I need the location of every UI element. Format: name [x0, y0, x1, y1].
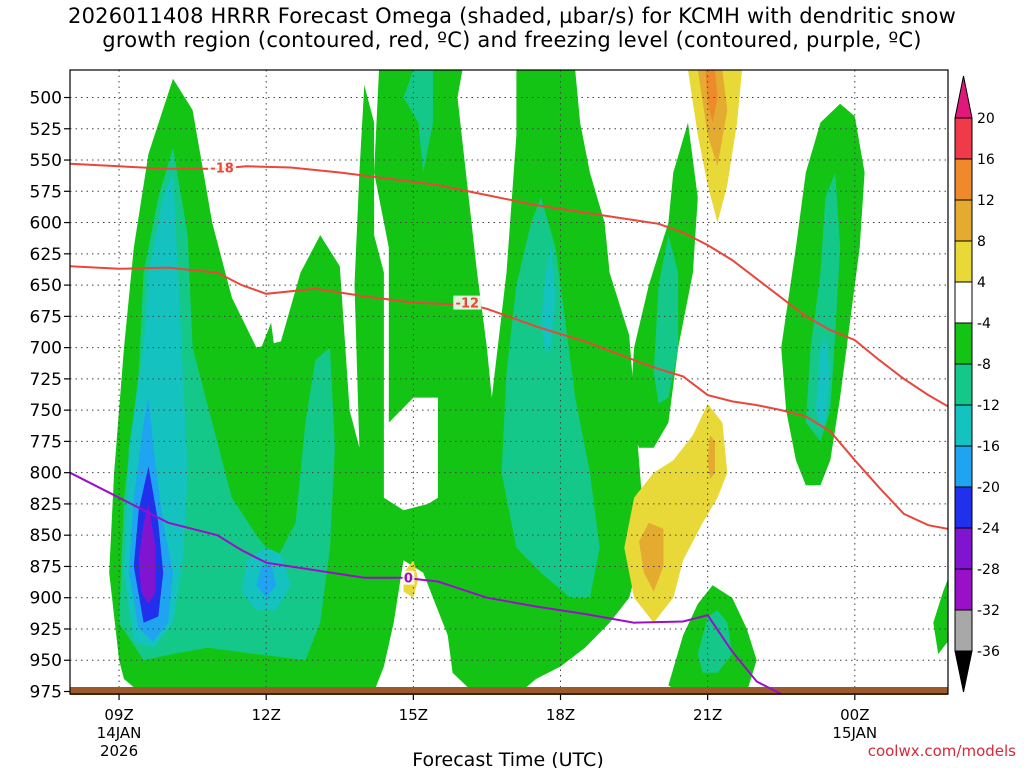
x-tick-label: 09Z: [104, 706, 133, 724]
colorbar-label: 12: [977, 193, 995, 209]
x-tick-date: 15JAN: [832, 724, 877, 742]
colorbar-label: 16: [977, 152, 995, 168]
freezing-level-contour-label-bg: [402, 570, 415, 585]
omega-region: [256, 562, 276, 598]
dendritic-contour-label-bg: [208, 160, 237, 175]
freezing-level-contour-label: 0: [404, 572, 413, 587]
y-tick-label: 850: [30, 526, 62, 546]
colorbar-legend: 20 16 12 8 4 -4 -8 -12 -16 -20 -24 -28 -32 -36: [954, 75, 1000, 693]
x-tick-date: 14JAN: [97, 724, 142, 742]
colorbar-swatch: [954, 363, 973, 406]
pressure-axis: 500 525 550 575 600 625 650 675 700 725 750 775 800 8…: [30, 89, 70, 702]
x-axis-label: Forecast Time (UTC): [412, 749, 603, 768]
dendritic-contour-label: -18: [210, 162, 234, 177]
temperature-contours: -18 -12 0: [70, 160, 948, 694]
omega-region: [403, 70, 433, 173]
colorbar-label: -32: [977, 603, 1000, 619]
colorbar-label: -36: [977, 644, 1000, 660]
omega-region: [501, 197, 600, 598]
chart-title: 2026011408 HRRR Forecast Omega (shaded, …: [0, 4, 1024, 52]
colorbar-label: -16: [977, 439, 1000, 455]
omega-region: [138, 503, 156, 604]
y-tick-label: 500: [30, 89, 62, 109]
x-tick-year: 2026: [100, 742, 138, 760]
colorbar-label: -24: [977, 521, 1000, 537]
y-tick-label: 875: [30, 557, 62, 577]
dendritic-contour: [70, 162, 948, 408]
omega-region: [805, 172, 841, 442]
y-tick-label: 550: [30, 151, 62, 171]
y-tick-label: 975: [30, 682, 62, 702]
x-tick-label: 00Z: [840, 706, 869, 724]
colorbar-swatch: [954, 158, 973, 201]
y-tick-label: 750: [30, 401, 62, 421]
dendritic-contour-label-bg: [453, 295, 482, 310]
colorbar-label: -20: [977, 480, 1000, 496]
y-tick-label: 600: [30, 214, 62, 234]
y-tick-label: 625: [30, 245, 62, 265]
y-tick-label: 650: [30, 276, 62, 296]
colorbar-label: 20: [977, 111, 995, 127]
colorbar-bottom-arrow: [954, 650, 973, 693]
title-line-2: growth region (contoured, red, ºC) and f…: [102, 28, 922, 52]
omega-region: [707, 435, 715, 479]
omega-region: [705, 70, 718, 123]
colorbar-label: 8: [977, 234, 986, 250]
omega-region: [540, 247, 556, 354]
y-tick-label: 925: [30, 620, 62, 640]
y-tick-label: 950: [30, 651, 62, 671]
plot-frame: [69, 69, 949, 695]
colorbar-label: 4: [977, 275, 986, 291]
grid-lines: [70, 70, 948, 694]
y-tick-label: 775: [30, 432, 62, 452]
ground-band: [70, 687, 948, 695]
y-tick-label: 800: [30, 464, 62, 484]
omega-region: [815, 335, 831, 429]
colorbar-label: -4: [977, 316, 991, 332]
colorbar-swatch: [954, 240, 973, 283]
freezing-level-contour: [70, 471, 782, 694]
colorbar-swatch: [954, 609, 973, 652]
omega-region: [256, 322, 276, 498]
x-tick-label: 21Z: [693, 706, 722, 724]
colorbar-swatch: [954, 199, 973, 242]
colorbar-label: -12: [977, 398, 1000, 414]
title-line-1: 2026011408 HRRR Forecast Omega (shaded, …: [68, 4, 956, 28]
colorbar-swatch: [954, 281, 973, 324]
colorbar-swatch: [954, 322, 973, 365]
dendritic-contour: [70, 265, 948, 530]
omega-shading: [109, 70, 948, 692]
colorbar-top-arrow: [954, 75, 973, 119]
colorbar-swatch: [954, 404, 973, 447]
y-tick-label: 575: [30, 182, 62, 202]
site-credit: coolwx.com/models: [867, 742, 1016, 760]
colorbar-swatch: [954, 527, 973, 570]
x-tick-label: 18Z: [546, 706, 575, 724]
colorbar-label: -8: [977, 357, 991, 373]
colorbar-swatch: [954, 445, 973, 488]
dendritic-contour-label: -12: [456, 297, 480, 312]
y-tick-label: 900: [30, 589, 62, 609]
y-tick-label: 525: [30, 120, 62, 140]
omega-region: [697, 610, 733, 673]
omega-region: [653, 235, 679, 404]
colorbar-label: -28: [977, 562, 1000, 578]
omega-region: [639, 522, 664, 592]
colorbar-swatch: [954, 117, 973, 160]
y-tick-label: 700: [30, 339, 62, 359]
x-tick-label: 12Z: [252, 706, 281, 724]
y-tick-label: 725: [30, 370, 62, 390]
y-tick-label: 675: [30, 307, 62, 327]
omega-region: [933, 579, 948, 654]
colorbar-swatch: [954, 486, 973, 529]
x-tick-label: 15Z: [399, 706, 428, 724]
y-tick-label: 825: [30, 495, 62, 515]
colorbar-swatch: [954, 568, 973, 611]
